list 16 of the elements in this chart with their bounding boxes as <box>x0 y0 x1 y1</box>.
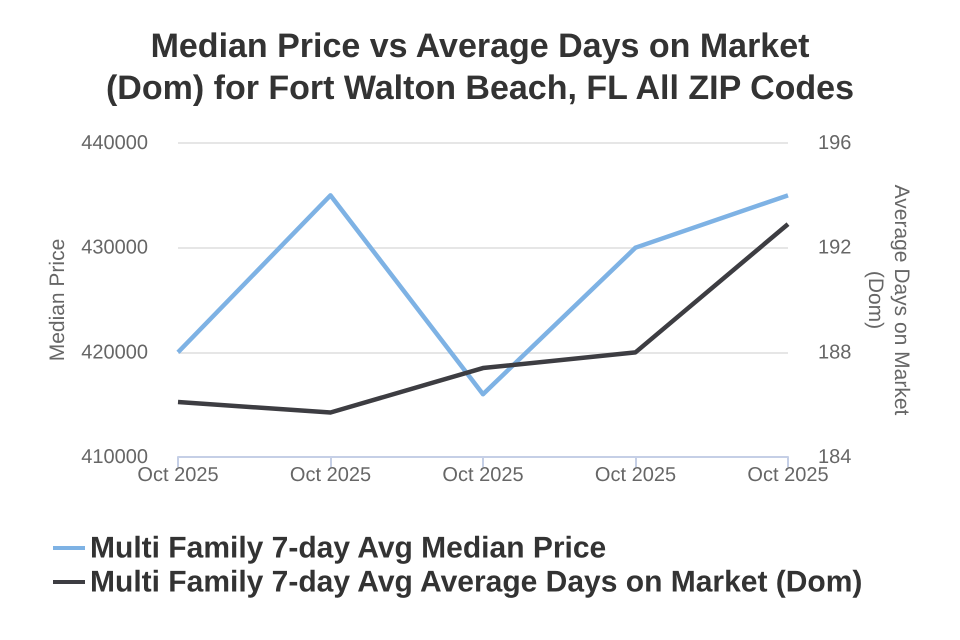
y2-axis-title: Average Days on Market (Dom) <box>864 184 913 416</box>
y-axis-title: Median Price <box>46 238 69 362</box>
y-tick-label: 420000 <box>81 341 148 364</box>
x-tick-label: Oct 2025 <box>442 464 524 486</box>
y2-tick-label: 188 <box>818 341 852 364</box>
chart-title: Median Price vs Average Days on Market (Dom) for Fort Walton Beach, FL All ZIP Codes <box>106 27 854 107</box>
y-tick-label: 440000 <box>81 132 148 154</box>
y2-tick-label: 192 <box>818 236 852 259</box>
y2-tick-label: 196 <box>818 132 852 154</box>
line-series <box>176 193 790 396</box>
legend-label: Multi Family 7-day Avg Average Days on Market (Dom) <box>90 566 862 598</box>
legend-label: Multi Family 7-day Avg Median Price <box>90 532 606 564</box>
x-tick-label: Oct 2025 <box>290 464 372 486</box>
x-tick-label: Oct 2025 <box>594 464 676 486</box>
y-tick-label: 430000 <box>81 236 148 259</box>
line-series <box>176 222 790 415</box>
